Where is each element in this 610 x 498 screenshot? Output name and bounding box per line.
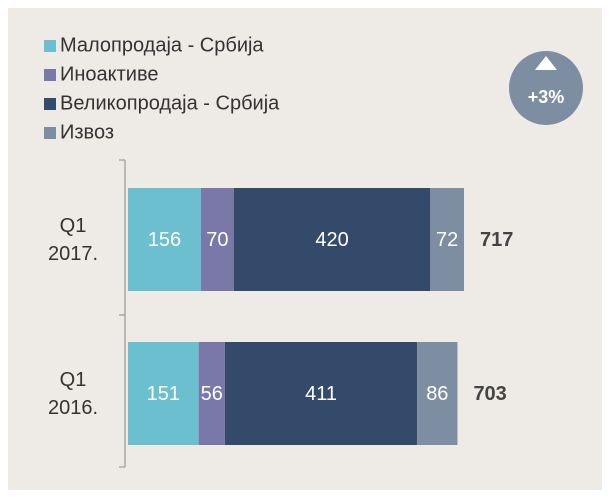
legend-swatch — [44, 40, 56, 52]
bar-segment — [128, 342, 199, 445]
badge — [509, 51, 583, 125]
value-label: 420 — [315, 229, 348, 251]
total-label: 717 — [480, 229, 513, 251]
bar-segment — [201, 188, 234, 291]
legend-label: Извоз — [60, 121, 114, 143]
category-label: Q1 2016. — [47, 368, 99, 419]
total-label: 703 — [473, 383, 506, 405]
category-label: Q1 2017. — [47, 214, 99, 265]
value-label: 72 — [436, 229, 458, 251]
bar-segment — [430, 188, 464, 291]
bar-segment — [224, 342, 418, 445]
legend-swatch — [44, 69, 56, 81]
bar-segment — [233, 188, 431, 291]
value-label: 411 — [305, 383, 337, 405]
value-label: 56 — [201, 383, 223, 405]
value-label: 156 — [148, 229, 181, 251]
bar-segment — [128, 188, 202, 291]
legend-label: Великопродаја - Србија — [60, 92, 280, 114]
badge-arrow — [535, 56, 557, 70]
legend-label: Малопродаја - Србија — [60, 34, 264, 56]
legend-swatch — [44, 98, 56, 110]
value-label: 86 — [426, 383, 448, 405]
legend-label: Иноактиве — [60, 63, 159, 85]
legend-swatch — [44, 127, 56, 139]
value-label: 70 — [206, 229, 228, 251]
value-label: 151 — [147, 383, 180, 405]
bar-segment — [417, 342, 458, 445]
bar-segment — [198, 342, 225, 445]
badge-label: +3% — [528, 87, 565, 107]
